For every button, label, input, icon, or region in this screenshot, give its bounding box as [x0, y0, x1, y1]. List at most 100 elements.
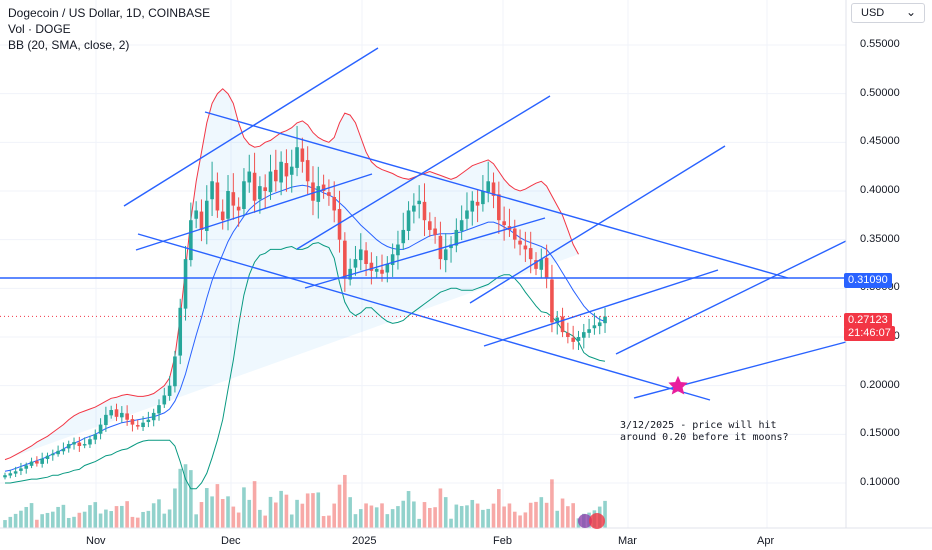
bb-basis-line	[4, 184, 606, 472]
candle-body	[3, 475, 7, 478]
annotation-line-1: 3/12/2025 - price will hit	[620, 420, 777, 431]
candle-body	[443, 249, 448, 261]
bollinger-indicator-label[interactable]: BB (20, SMA, close, 2)	[8, 38, 130, 52]
volume-bar	[274, 502, 278, 528]
volume-bar	[24, 506, 29, 528]
volume-bar	[45, 512, 50, 528]
candle-body	[353, 259, 358, 268]
volume-bar	[364, 503, 368, 528]
candle-body	[523, 245, 528, 250]
candle-body	[369, 262, 374, 271]
x-tick-label: Feb	[493, 535, 512, 547]
volume-bar	[8, 516, 13, 528]
candle-body	[438, 235, 443, 260]
volume-bar	[380, 503, 384, 528]
y-tick-label: 0.35000	[860, 232, 900, 245]
volume-bar	[550, 479, 554, 528]
volume-bar	[199, 502, 204, 528]
volume-bar	[263, 515, 267, 528]
candle-body	[380, 269, 384, 274]
candle-body	[104, 414, 108, 426]
volume-bar	[539, 497, 544, 528]
volume-bar	[289, 514, 294, 528]
x-tick-label: Apr	[757, 535, 775, 547]
candle-body	[316, 186, 321, 202]
candle-body	[236, 206, 241, 211]
volume-bar	[120, 505, 124, 528]
volume-bar	[98, 513, 103, 528]
volume-bar	[406, 491, 411, 528]
volume-bar	[459, 506, 464, 528]
candle-body	[475, 201, 480, 206]
candle-body	[343, 240, 347, 279]
volume-bar	[82, 511, 87, 528]
volume-bar	[311, 493, 315, 528]
candle-body	[454, 229, 459, 246]
volume-bar	[61, 504, 66, 528]
volume-bar	[3, 520, 7, 528]
volume-bar	[327, 515, 331, 528]
candle-body	[24, 465, 29, 469]
chevron-down-icon: ⌄	[905, 5, 916, 19]
volume-bar	[544, 502, 549, 528]
candle-body	[597, 322, 602, 327]
volume-bar	[560, 498, 565, 528]
volume-bar	[258, 509, 262, 528]
volume-bar	[412, 501, 416, 528]
currency-label: USD	[861, 7, 885, 19]
volume-bar	[475, 503, 480, 528]
candle-body	[61, 448, 66, 452]
volume-bar	[204, 488, 209, 528]
candle-body	[109, 410, 113, 416]
candle-body	[417, 200, 421, 205]
volume-bar	[173, 488, 177, 528]
candle-body	[486, 181, 491, 193]
volume-bars	[3, 464, 607, 528]
volume-bar	[194, 514, 198, 528]
trendline	[483, 269, 719, 347]
countdown-badge: 21:46:07	[844, 326, 895, 341]
candle-body	[465, 210, 469, 219]
volume-bar	[512, 511, 517, 528]
volume-bar	[438, 488, 443, 528]
volume-bar	[321, 516, 326, 528]
volume-bar	[135, 517, 140, 528]
volume-bar	[109, 511, 113, 528]
candle-body	[576, 337, 581, 341]
candle-body	[178, 307, 183, 356]
volume-bar	[603, 500, 607, 528]
candlesticks	[3, 125, 607, 480]
candle-body	[305, 160, 310, 182]
candle-body	[571, 337, 575, 342]
volume-bar	[300, 503, 305, 528]
candle-body	[252, 172, 257, 201]
candle-body	[231, 192, 236, 206]
currency-button[interactable]: USD ⌄	[851, 3, 925, 23]
volume-bar	[178, 468, 183, 528]
candle-body	[449, 244, 453, 249]
volume-bar	[50, 511, 55, 528]
volume-indicator-label[interactable]: Vol · DOGE	[8, 22, 71, 36]
volume-bar	[162, 513, 167, 528]
candle-body	[13, 471, 18, 474]
candle-body	[151, 412, 156, 421]
candle-body	[183, 259, 188, 309]
volume-bar	[534, 501, 538, 528]
trendline	[296, 95, 551, 250]
candle-body	[194, 210, 198, 219]
volume-bar	[236, 512, 241, 528]
candle-body	[135, 425, 140, 427]
volume-bar	[358, 509, 363, 528]
tv-logo-icon	[578, 513, 605, 529]
volume-bar	[449, 518, 453, 528]
volume-bar	[507, 503, 512, 528]
volume-bar	[183, 464, 188, 528]
volume-bar	[491, 503, 496, 528]
y-tick-label: 0.50000	[860, 86, 900, 99]
volume-bar	[571, 503, 575, 528]
volume-bar	[72, 516, 76, 528]
candle-body	[8, 473, 13, 476]
volume-bar	[242, 487, 246, 528]
volume-bar	[497, 489, 501, 528]
